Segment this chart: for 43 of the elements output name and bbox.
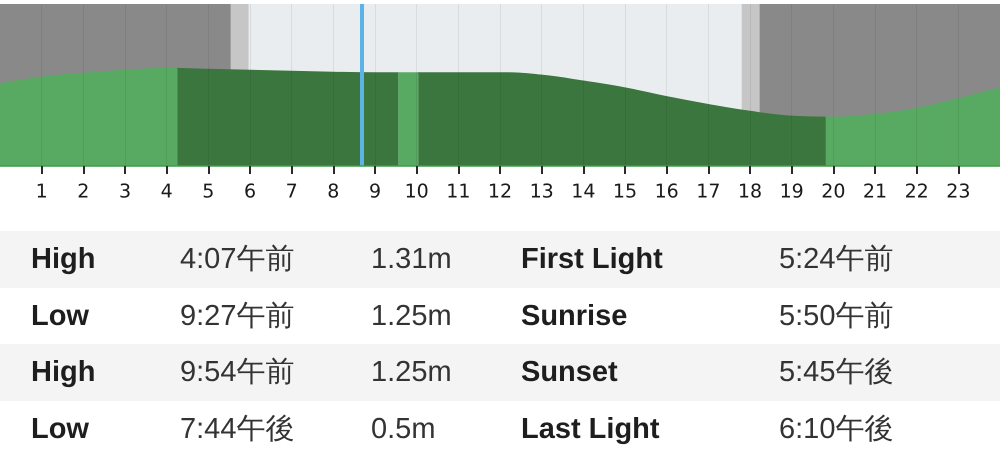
- x-tick-label: 14: [571, 180, 596, 202]
- x-tick-label: 15: [612, 180, 638, 202]
- x-tick-label: 7: [286, 180, 298, 202]
- x-tick-label: 17: [696, 180, 720, 202]
- text: 5:24午前: [779, 242, 894, 277]
- text: 5:50午前: [779, 298, 894, 334]
- text: 1.25m: [371, 355, 452, 390]
- x-tick-label: 21: [862, 180, 888, 202]
- text: 9:54午前: [180, 355, 294, 390]
- x-tick-label: 3: [118, 180, 132, 202]
- text: Sunset: [521, 355, 618, 390]
- x-tick-label: 8: [327, 180, 340, 202]
- x-tick-label: 11: [446, 180, 470, 202]
- x-tick-label: 10: [404, 180, 429, 202]
- x-tick-label: 20: [821, 180, 846, 202]
- x-tick-label: 13: [530, 180, 554, 202]
- x-tick-label: 23: [946, 180, 970, 202]
- text: 4:07午前: [180, 242, 294, 277]
- text: 0.5m: [371, 412, 436, 446]
- text: 1.31m: [371, 242, 452, 277]
- x-tick-label: 6: [244, 180, 256, 202]
- text: High: [31, 242, 96, 277]
- text: 9:27午前: [180, 298, 294, 334]
- x-tick-label: 4: [160, 180, 173, 202]
- text: High: [31, 355, 96, 390]
- x-tick-label: 1: [36, 180, 48, 202]
- text: Low: [31, 298, 89, 334]
- text: 1.25m: [371, 298, 452, 334]
- text: 6:10午後: [779, 412, 894, 446]
- x-tick-label: 18: [738, 180, 762, 202]
- x-tick-label: 5: [202, 180, 214, 202]
- x-tick-label: 12: [488, 180, 512, 202]
- text: Sunrise: [521, 298, 628, 334]
- text: Last Light: [521, 412, 660, 446]
- text: 5:45午後: [779, 355, 894, 390]
- x-tick-label: 16: [654, 180, 679, 202]
- x-tick-label: 22: [904, 180, 929, 202]
- x-tick-label: 2: [77, 180, 90, 202]
- x-tick-label: 19: [780, 180, 804, 202]
- text: 7:44午後: [180, 412, 294, 446]
- x-tick-label: 9: [368, 180, 382, 202]
- text: Low: [31, 412, 89, 446]
- text: First Light: [521, 242, 663, 277]
